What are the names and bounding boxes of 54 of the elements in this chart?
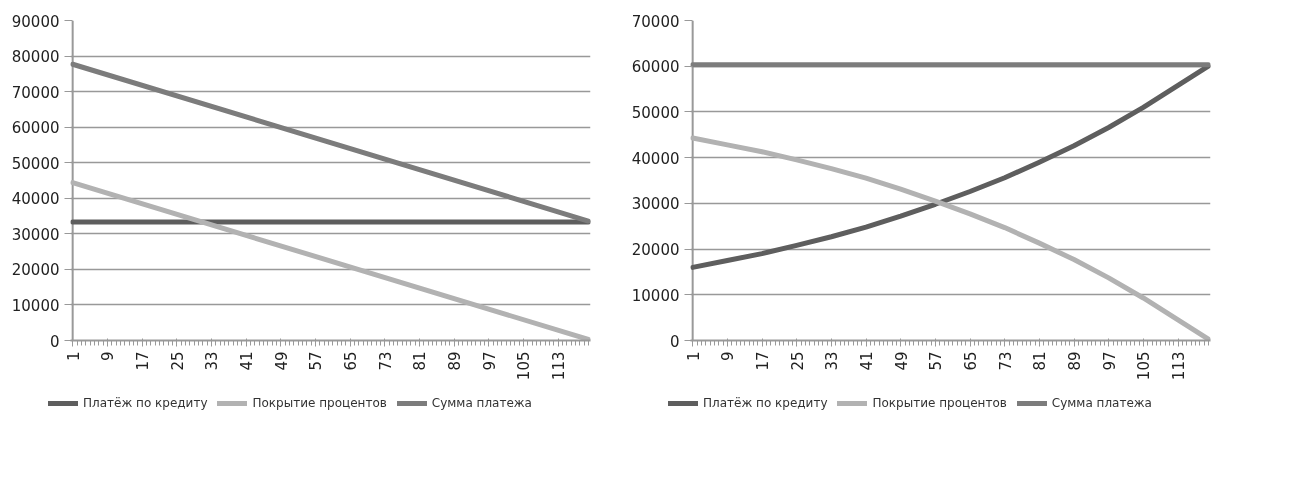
legend-label: Сумма платежа [431,396,532,410]
y-tick-label: 40000 [11,190,60,209]
x-tick-label: 41 [238,351,256,371]
x-tick-label: 1 [684,351,703,362]
x-tick-label: 97 [480,351,499,371]
legend-label: Платёж по кредиту [703,396,828,410]
x-tick-label: 17 [754,351,772,371]
x-tick-label: 65 [342,351,360,371]
y-tick-label: 80000 [11,48,60,67]
y-tick-label: 20000 [11,261,60,280]
y-tick-label: 70000 [11,83,60,102]
x-tick-label: 17 [134,351,152,371]
x-tick-label: 81 [1031,351,1050,371]
x-tick-label: 33 [203,351,222,371]
y-tick-label: 50000 [631,103,680,122]
x-tick-label: 25 [168,351,187,371]
x-tick-label: 49 [272,351,291,371]
x-tick-label: 9 [99,351,118,362]
y-tick-label: 60000 [631,58,680,77]
y-tick-label: 90000 [11,12,60,31]
x-tick-label: 33 [823,351,842,371]
legend-label: Платёж по кредиту [83,396,208,410]
y-tick-label: 50000 [11,154,60,173]
y-tick-label: 0 [669,332,680,351]
x-tick-label: 73 [376,351,395,371]
x-tick-label: 113 [1170,351,1188,381]
legend-label: Покрытие процентов [252,396,387,410]
x-tick-label: 89 [446,351,464,371]
x-tick-label: 41 [858,351,876,371]
y-tick-label: 30000 [11,225,60,244]
y-tick-label: 60000 [11,119,60,138]
x-tick-label: 113 [550,351,568,381]
x-tick-label: 9 [719,351,738,362]
y-tick-label: 10000 [631,286,680,305]
legend-label: Покрытие процентов [872,396,1007,410]
x-tick-label: 97 [1100,351,1119,371]
y-tick-label: 40000 [631,149,680,168]
x-tick-label: 105 [1135,351,1154,381]
x-tick-label: 89 [1066,351,1084,371]
y-tick-label: 0 [49,332,60,351]
x-tick-label: 57 [307,351,326,371]
y-tick-label: 30000 [631,195,680,214]
y-tick-label: 10000 [11,296,60,315]
x-tick-label: 81 [411,351,430,371]
y-tick-label: 20000 [631,241,680,260]
x-tick-label: 25 [788,351,807,371]
x-tick-label: 105 [515,351,534,381]
x-tick-label: 73 [996,351,1015,371]
x-tick-label: 49 [892,351,911,371]
y-tick-label: 70000 [631,12,680,31]
x-tick-label: 1 [64,351,83,362]
x-tick-label: 65 [962,351,980,371]
x-tick-label: 57 [927,351,946,371]
legend-label: Сумма платежа [1051,396,1152,410]
